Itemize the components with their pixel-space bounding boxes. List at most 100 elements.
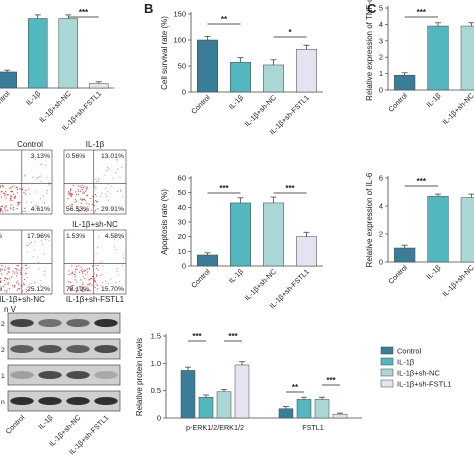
flow-dot	[94, 210, 97, 212]
flow-dot	[21, 188, 24, 190]
y-axis-label: Apoptosis rate (%)	[160, 189, 169, 255]
flow-dot	[4, 277, 6, 279]
flow-dot	[74, 271, 76, 273]
flow-dot	[90, 209, 92, 211]
flow-dot	[74, 201, 76, 203]
bar	[234, 364, 250, 419]
flow-dot	[7, 282, 9, 284]
flow-dot	[70, 195, 72, 197]
flow-dot	[5, 194, 7, 196]
flow-dot	[17, 269, 19, 271]
flow-dot	[116, 271, 118, 273]
flow-dot	[106, 166, 109, 169]
flow-dot	[16, 186, 18, 188]
blot-strip	[7, 390, 121, 412]
category-label: Control	[189, 93, 212, 116]
flow-dot	[48, 239, 50, 241]
flow-dot	[11, 186, 13, 188]
flow-dot	[13, 272, 15, 274]
flow-dot	[38, 175, 41, 177]
flow-dot	[4, 207, 6, 209]
flow-dot	[81, 186, 83, 189]
flow-dot	[88, 267, 91, 270]
flow-dot	[82, 286, 84, 288]
flow-dot	[26, 277, 28, 279]
flow-dot	[43, 202, 45, 204]
flow-frame	[63, 229, 127, 295]
y-tick-label: 0	[182, 262, 186, 271]
flow-dot	[119, 176, 121, 178]
flow-dot	[101, 261, 103, 263]
flow-dot	[113, 246, 115, 248]
flow-dot	[122, 236, 124, 238]
significance-label: ***	[285, 184, 295, 193]
y-tick-label: 100	[173, 36, 186, 45]
flow-dot	[85, 190, 87, 192]
significance-label: ***	[219, 184, 229, 193]
flow-dot	[16, 208, 18, 210]
flow-dot	[118, 237, 121, 239]
flow-dot	[93, 272, 95, 274]
flow-dot	[81, 184, 83, 186]
flow-title: Control	[17, 140, 43, 149]
flow-dot	[32, 176, 34, 178]
flow-dot	[75, 194, 78, 196]
flow-dot	[8, 288, 11, 290]
flow-dot	[95, 265, 97, 267]
bar	[263, 64, 284, 93]
flow-dot	[116, 159, 118, 161]
flow-dot	[122, 254, 124, 256]
quadrant-lr-label: 29.91%	[101, 206, 124, 213]
flow-dot	[107, 183, 109, 185]
flow-dot	[10, 207, 12, 209]
flow-dot	[24, 207, 26, 210]
legend-swatch	[380, 368, 394, 377]
flow-dot	[84, 192, 86, 194]
category-label: IL-1β+sh-NC	[242, 93, 277, 128]
y-tick-label: 0	[182, 88, 186, 97]
flow-dot	[0, 281, 2, 283]
flow-dot	[91, 265, 94, 267]
flow-dot	[86, 194, 89, 196]
bar	[89, 83, 109, 89]
category-label: IL-1β	[227, 93, 245, 111]
panel-letter-b: B	[144, 1, 153, 16]
quadrant-lr-label: 4.61%	[31, 206, 50, 213]
flow-dot	[88, 279, 90, 281]
flow-dot	[67, 193, 70, 195]
flow-dot	[78, 271, 81, 273]
flow-dot	[70, 273, 72, 275]
flow-dot	[93, 280, 95, 283]
flow-dot	[67, 197, 69, 199]
legend-label: IL-1β	[397, 358, 415, 367]
blot-band	[38, 397, 62, 405]
flow-dot	[79, 285, 81, 288]
bar	[394, 247, 416, 263]
flow-panel: 3.13%% 4.61% Control	[0, 140, 53, 215]
flow-dot	[26, 251, 28, 253]
legend-label: Control	[397, 347, 422, 356]
flow-dot	[19, 270, 21, 272]
flow-dot	[100, 192, 102, 194]
flow-dot	[116, 158, 118, 160]
flow-dot	[107, 191, 109, 193]
legend-swatch	[380, 346, 394, 355]
blot-band	[94, 319, 118, 327]
quadrant-lr-label: 15.70%	[101, 286, 124, 293]
flow-dot	[8, 268, 10, 270]
significance-label: ***	[417, 177, 427, 186]
flow-dot	[16, 192, 19, 194]
quadrant-lr-label: 25.12%	[27, 286, 50, 293]
flow-dot	[11, 276, 13, 278]
flow-dot	[7, 209, 9, 211]
flow-dot	[116, 248, 118, 250]
flow-dot	[14, 284, 16, 287]
flow-dot	[117, 274, 119, 276]
flow-dot	[117, 168, 119, 170]
flow-dot	[72, 184, 74, 186]
flow-title: IL-1β	[86, 140, 105, 149]
bar	[332, 413, 348, 419]
flow-dot	[82, 198, 84, 201]
flow-dot	[4, 192, 6, 194]
